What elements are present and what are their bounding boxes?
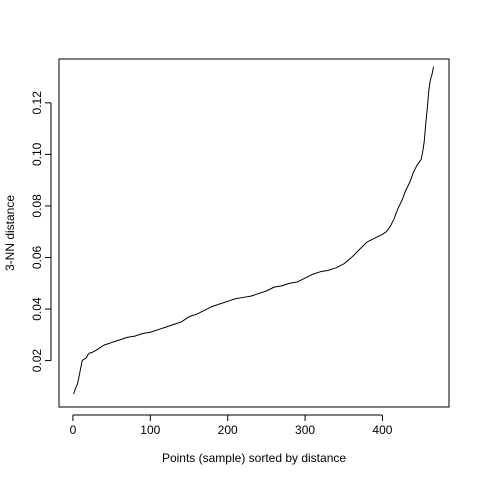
distance-series-line [73, 66, 435, 395]
x-tick-label: 200 [218, 423, 238, 437]
series-layer [73, 66, 435, 395]
plot-frame [58, 58, 450, 408]
y-tick-label: 0.02 [30, 349, 44, 373]
y-tick-label: 0.12 [30, 91, 44, 115]
x-tick-label: 400 [372, 423, 392, 437]
x-axis: 0 100 200 300 400 [70, 414, 393, 437]
y-tick-label: 0.10 [30, 142, 44, 166]
y-tick-label: 0.04 [30, 297, 44, 321]
y-tick-label: 0.06 [30, 245, 44, 269]
x-tick-label: 300 [295, 423, 315, 437]
y-tick-label: 0.08 [30, 194, 44, 218]
x-tick-label: 100 [140, 423, 160, 437]
x-tick-label: 0 [70, 423, 77, 437]
x-axis-title: Points (sample) sorted by distance [162, 451, 346, 465]
y-axis: 0.02 0.04 0.06 0.08 0.10 0.12 [30, 91, 52, 373]
y-axis-title: 3-NN distance [3, 195, 17, 271]
